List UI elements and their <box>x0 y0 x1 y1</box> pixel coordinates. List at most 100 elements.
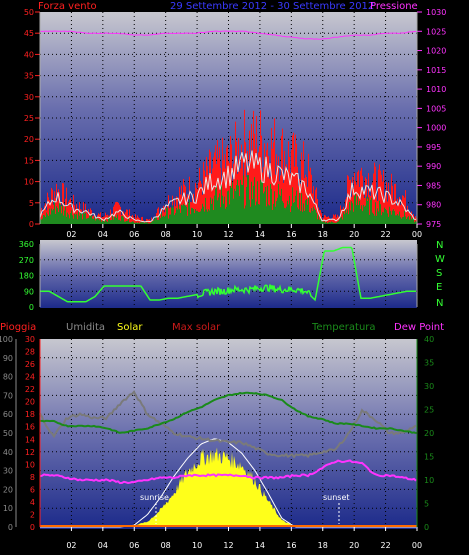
dew-point-label: Dew Point <box>394 322 444 333</box>
temp-axis-tick: 20 <box>424 429 434 438</box>
solar-area <box>40 447 417 527</box>
humidity-axis-tick: 90 <box>3 354 13 363</box>
rain-axis-tick: 24 <box>25 373 35 382</box>
rain-axis-tick: 16 <box>25 423 35 432</box>
pressure-axis-tick: 1020 <box>426 47 446 56</box>
wind-axis-tick: 45 <box>24 29 34 38</box>
compass-e: E <box>436 282 442 293</box>
rain-axis-tick: 20 <box>25 398 35 407</box>
compass-w: W <box>435 254 445 265</box>
bottom-x-tick-label: 06 <box>129 541 139 550</box>
compass-n-bottom: N <box>436 298 443 309</box>
humidity-axis-tick: 70 <box>3 391 13 400</box>
humidity-axis-tick: 100 <box>0 335 13 344</box>
top-x-tick-label: 08 <box>161 230 171 239</box>
date-range-label: 29 Settembre 2012 - 30 Settembre 2012 <box>170 1 374 12</box>
bottom-x-tick-label: 02 <box>66 541 76 550</box>
humidity-axis-tick: 80 <box>3 373 13 382</box>
pressure-axis-tick: 975 <box>426 220 441 229</box>
wind-axis-tick: 25 <box>24 114 34 123</box>
humidity-axis-tick: 0 <box>8 523 13 532</box>
pressure-axis-tick: 980 <box>426 201 441 210</box>
sunset-label: sunset <box>323 493 350 502</box>
top-x-tick-label: 12 <box>223 230 233 239</box>
dew-point-line <box>39 459 417 485</box>
direction-line <box>40 246 416 303</box>
temperature-line <box>40 391 417 435</box>
direction-axis-tick: 180 <box>19 272 34 281</box>
wind-axis-tick: 10 <box>24 178 34 187</box>
humidity-axis-tick: 50 <box>3 429 13 438</box>
wind-axis-tick: 35 <box>24 72 34 81</box>
rain-axis-tick: 26 <box>25 360 35 369</box>
top-x-tick-label: 00 <box>412 230 422 239</box>
humidity-axis-tick: 10 <box>3 504 13 513</box>
top-x-tick-label: 06 <box>129 230 139 239</box>
bottom-x-tick-label: 22 <box>380 541 390 550</box>
data-layer <box>39 30 417 528</box>
rain-axis-tick: 12 <box>25 448 35 457</box>
humidity-label: Umidita <box>66 322 105 333</box>
temp-axis-tick: 25 <box>424 406 434 415</box>
top-x-tick-label: 10 <box>192 230 202 239</box>
solar-label: Solar <box>117 322 143 333</box>
bottom-x-tick-label: 16 <box>286 541 296 550</box>
direction-axis-tick: 90 <box>24 287 34 296</box>
rain-label: Pioggia <box>0 322 36 333</box>
temp-axis-tick: 10 <box>424 476 434 485</box>
rain-axis-tick: 2 <box>30 510 35 519</box>
pressure-line <box>39 30 416 40</box>
rain-axis-tick: 10 <box>25 460 35 469</box>
temp-axis-tick: 0 <box>424 523 429 532</box>
top-x-tick-label: 20 <box>349 230 359 239</box>
direction-axis-tick: 360 <box>19 240 34 249</box>
rain-axis-tick: 8 <box>30 473 35 482</box>
wind-axis-tick: 40 <box>24 50 34 59</box>
bottom-x-tick-label: 04 <box>98 541 108 550</box>
direction-axis-tick: 0 <box>29 303 34 312</box>
axis-layer: 0510152025303540455097598098599099510001… <box>0 8 446 550</box>
bottom-x-tick-label: 12 <box>223 541 233 550</box>
pressure-axis-tick: 990 <box>426 162 441 171</box>
pressure-axis-tick: 1005 <box>426 104 446 113</box>
bottom-x-tick-label: 20 <box>349 541 359 550</box>
pressure-label: Pressione <box>370 1 418 12</box>
temperature-label: Temperatura <box>311 322 376 333</box>
rain-axis-tick: 22 <box>25 385 35 394</box>
rain-axis-tick: 28 <box>25 348 35 357</box>
wind-axis-tick: 30 <box>24 93 34 102</box>
humidity-axis-tick: 20 <box>3 485 13 494</box>
rain-axis-tick: 14 <box>25 435 35 444</box>
bottom-x-tick-label: 00 <box>412 541 422 550</box>
top-x-tick-label: 02 <box>66 230 76 239</box>
pressure-axis-tick: 1010 <box>426 85 446 94</box>
humidity-axis-tick: 40 <box>3 448 13 457</box>
bottom-x-tick-label: 10 <box>192 541 202 550</box>
rain-axis-tick: 30 <box>25 335 35 344</box>
bottom-x-tick-label: 18 <box>318 541 328 550</box>
direction-axis-tick: 270 <box>19 256 34 265</box>
top-x-tick-label: 16 <box>286 230 296 239</box>
rain-axis-tick: 0 <box>30 523 35 532</box>
top-x-tick-label: 04 <box>98 230 108 239</box>
temp-axis-tick: 40 <box>424 335 434 344</box>
rain-axis-tick: 18 <box>25 410 35 419</box>
temp-axis-tick: 30 <box>424 382 434 391</box>
pressure-axis-tick: 1000 <box>426 124 446 133</box>
top-x-tick-label: 18 <box>318 230 328 239</box>
gust-line <box>39 150 417 223</box>
pressure-axis-tick: 1025 <box>426 27 446 36</box>
compass-s: S <box>436 268 442 279</box>
temp-axis-tick: 15 <box>424 453 434 462</box>
wind-axis-tick: 20 <box>24 135 34 144</box>
bottom-x-tick-label: 08 <box>161 541 171 550</box>
compass-n-top: N <box>436 240 443 251</box>
rain-axis-tick: 6 <box>30 485 35 494</box>
max-solar-label: Max solar <box>172 322 221 333</box>
wind-axis-tick: 5 <box>29 199 34 208</box>
humidity-axis-tick: 60 <box>3 410 13 419</box>
bottom-x-tick-label: 14 <box>255 541 265 550</box>
pressure-axis-tick: 1015 <box>426 66 446 75</box>
rain-axis-tick: 4 <box>30 498 35 507</box>
